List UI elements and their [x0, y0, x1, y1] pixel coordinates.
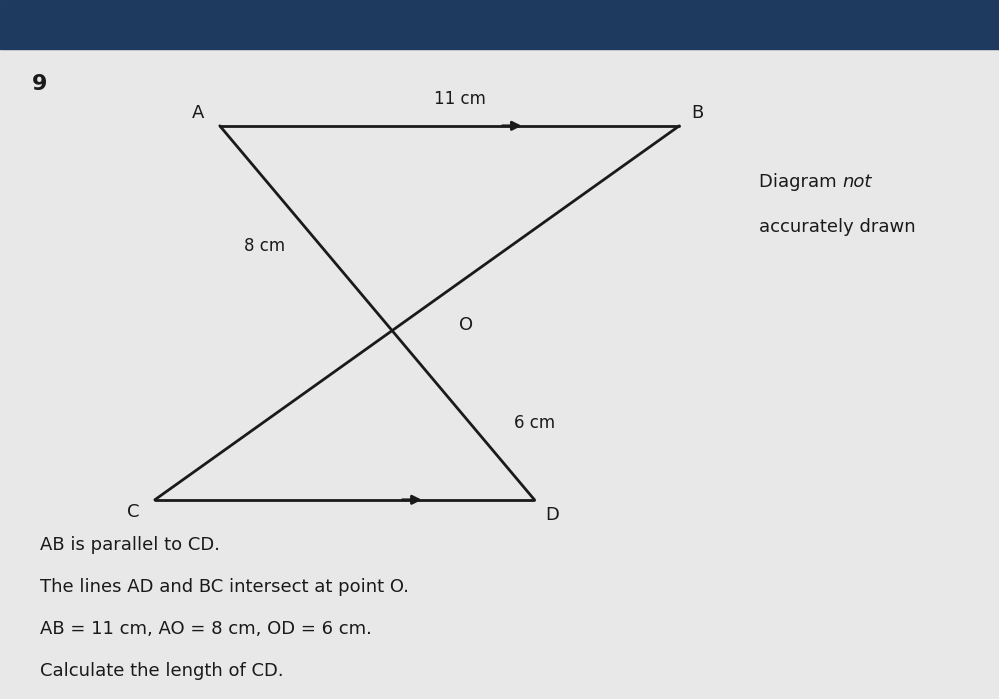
Text: D: D — [545, 506, 559, 524]
Text: not: not — [842, 173, 871, 191]
Text: The lines AD and BC intersect at point O.: The lines AD and BC intersect at point O… — [40, 578, 409, 596]
Text: 8 cm: 8 cm — [244, 237, 285, 255]
Text: Calculate the length of CD.: Calculate the length of CD. — [40, 662, 284, 680]
Text: AB is parallel to CD.: AB is parallel to CD. — [40, 536, 220, 554]
Text: Diagram: Diagram — [759, 173, 842, 191]
Text: O: O — [460, 316, 474, 334]
Text: C: C — [127, 503, 139, 521]
Text: 11 cm: 11 cm — [434, 90, 486, 108]
Text: 6 cm: 6 cm — [514, 414, 555, 432]
Text: 9: 9 — [32, 74, 48, 94]
Text: accurately drawn: accurately drawn — [759, 218, 916, 236]
Text: B: B — [691, 104, 703, 122]
Text: AB = 11 cm, AO = 8 cm, OD = 6 cm.: AB = 11 cm, AO = 8 cm, OD = 6 cm. — [40, 620, 372, 638]
Text: A: A — [192, 104, 204, 122]
Bar — [0, 0, 999, 49]
